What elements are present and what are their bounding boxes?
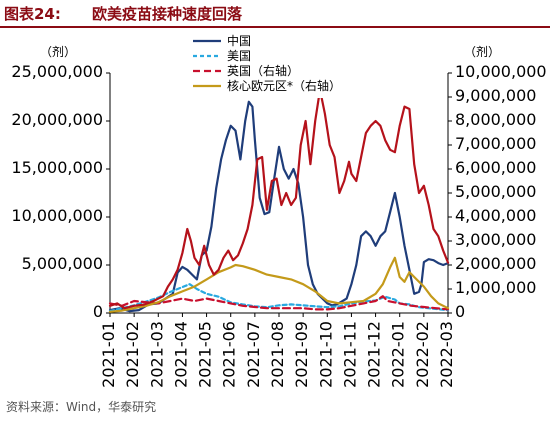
series-line-4 [108,88,450,310]
right-y-tick-label: 2,000,000 [455,254,536,273]
left-y-tick-label: 5,000,000 [22,254,103,273]
x-tick-label: 2021-10 [316,321,335,388]
right-y-tick-label: 10,000,000 [455,62,547,81]
x-tick-label: 2022-02 [413,321,432,388]
left-y-tick-label: 15,000,000 [11,158,103,177]
legend-label: 美国 [227,49,251,63]
vaccination-line-chart: 0 5,000,000 10,000,000 15,000,000 20,000,000… [11,33,547,388]
right-y-tick-label: 1,000,000 [455,278,536,297]
x-tick-label: 2022-01 [389,321,408,388]
left-axis-unit: （剂） [40,44,76,59]
figure-header: 图表24: 欧美疫苗接种速度回落 [0,0,550,28]
series-line-2 [108,295,450,311]
x-tick-label: 2021-08 [268,321,287,388]
right-y-tick-label: 6,000,000 [455,158,536,177]
right-y-tick-label: 5,000,000 [455,182,536,201]
legend-label: 中国 [227,33,251,48]
x-tick-label: 2021-01 [99,321,118,388]
left-y-tick-label: 25,000,000 [11,62,103,81]
legend-label: 英国（右轴） [227,63,299,78]
left-y-tick-label: 20,000,000 [11,110,103,129]
right-y-tick-label: 3,000,000 [455,230,536,249]
left-y-tick-label: 10,000,000 [11,206,103,225]
figure-label: 图表24: [4,5,61,23]
figure-title: 欧美疫苗接种速度回落 [92,5,243,23]
x-tick-label: 2021-04 [171,321,190,388]
x-tick-label: 2022-03 [437,321,456,388]
x-tick-label: 2021-03 [147,321,166,388]
x-tick-label: 2021-06 [220,321,239,388]
right-y-tick-label: 8,000,000 [455,110,536,129]
x-tick-label: 2021-02 [123,321,142,388]
x-tick-label: 2021-05 [196,321,215,388]
source-note: 资料来源：Wind，华泰研究 [6,400,157,414]
series-line-0 [108,100,450,313]
series-line-3 [108,256,450,313]
left-y-tick-label: 0 [93,302,103,321]
right-axis-unit: （剂） [464,44,500,59]
x-tick-label: 2021-11 [340,321,359,388]
right-y-tick-label: 4,000,000 [455,206,536,225]
x-tick-label: 2021-09 [292,321,311,388]
x-tick-label: 2021-12 [365,321,384,388]
right-y-tick-label: 0 [455,302,465,321]
legend-background [189,34,399,98]
right-y-tick-label: 7,000,000 [455,134,536,153]
x-tick-label: 2021-07 [244,321,263,388]
right-y-tick-label: 9,000,000 [455,86,536,105]
legend-label: 核心欧元区*（右轴） [227,78,341,93]
